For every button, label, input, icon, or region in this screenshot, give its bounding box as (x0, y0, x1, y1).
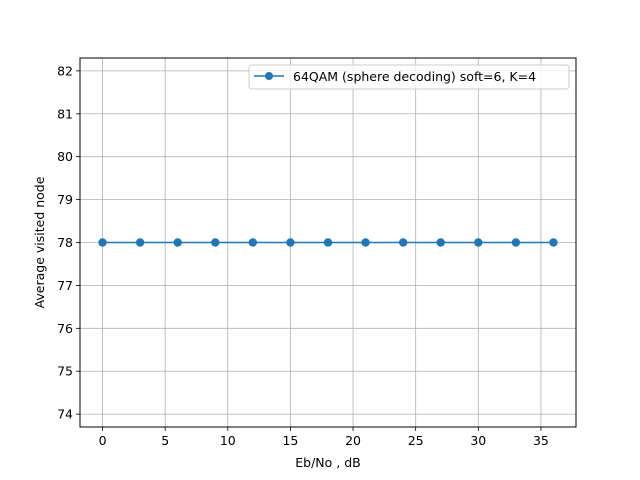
data-point (323, 238, 333, 247)
data-point (248, 238, 258, 247)
legend-marker (265, 72, 273, 80)
data-point (361, 238, 370, 247)
x-tick-label: 15 (282, 433, 298, 448)
x-tick-label: 5 (161, 433, 169, 448)
legend: 64QAM (sphere decoding) soft=6, K=4 (248, 64, 570, 90)
series-layer (98, 238, 558, 247)
y-axis-label: Average visited node (32, 176, 47, 308)
x-tick-label: 0 (99, 433, 107, 448)
data-point (549, 238, 558, 247)
data-point (211, 238, 220, 247)
x-tick-label: 25 (408, 433, 424, 448)
legend-entry-label: 64QAM (sphere decoding) soft=6, K=4 (293, 69, 536, 84)
tick-layer: 0 5 10 15 20 25 30 35 74 75 76 77 78 79 80 81 82 (57, 63, 549, 448)
y-tick-label: 76 (57, 321, 73, 336)
x-axis-label: Eb/No , dB (295, 455, 360, 470)
data-point (511, 238, 521, 247)
data-point (286, 238, 295, 247)
y-tick-label: 80 (57, 149, 73, 164)
data-point (398, 238, 408, 247)
x-tick-label: 10 (220, 433, 236, 448)
x-tick-label: 20 (345, 433, 361, 448)
x-tick-label: 30 (470, 433, 486, 448)
y-tick-label: 78 (57, 235, 73, 250)
x-tick-label: 35 (533, 433, 549, 448)
data-point (135, 238, 145, 247)
y-tick-label: 81 (57, 106, 73, 121)
legend-box (248, 64, 570, 90)
data-point (436, 238, 445, 247)
y-tick-label: 82 (57, 63, 73, 78)
data-point (98, 238, 107, 247)
y-tick-label: 75 (57, 364, 73, 379)
y-tick-label: 79 (57, 192, 73, 207)
y-tick-label: 77 (57, 278, 73, 293)
data-point (173, 238, 182, 247)
data-point (474, 238, 483, 247)
y-tick-label: 74 (57, 407, 73, 422)
